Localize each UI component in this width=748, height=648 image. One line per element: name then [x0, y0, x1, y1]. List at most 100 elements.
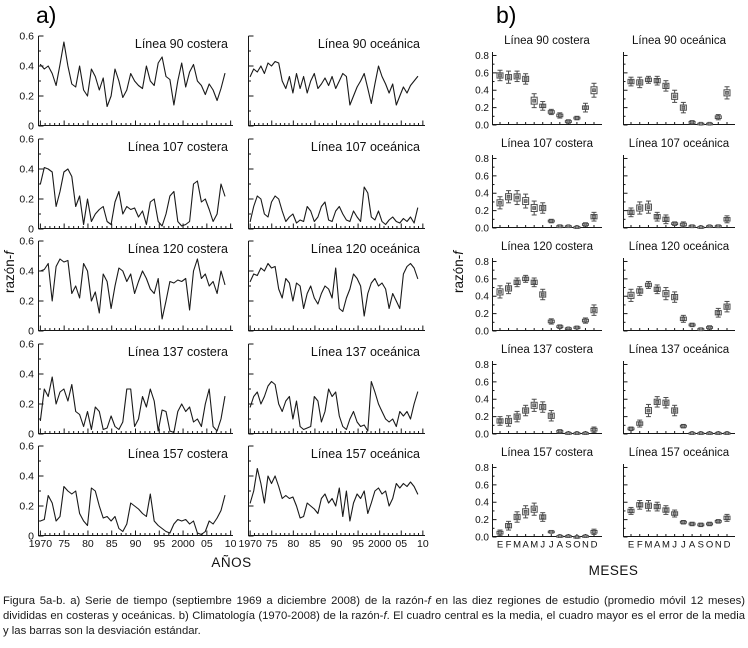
- svg-text:0.6: 0.6: [19, 134, 34, 146]
- svg-text:0.2: 0.2: [19, 501, 34, 513]
- plot-canvas: 0 0.2 0.4 0.6 1970 75 80 85 90 95 2000 05 10: [19, 441, 236, 551]
- svg-text:0.2: 0.2: [19, 91, 34, 103]
- svg-text:J: J: [549, 540, 554, 551]
- svg-text:O: O: [706, 540, 713, 551]
- svg-text:0.6: 0.6: [475, 171, 489, 182]
- svg-text:0: 0: [28, 326, 34, 338]
- svg-text:05: 05: [395, 538, 407, 550]
- plot-title: Línea 107 costera: [500, 138, 594, 150]
- svg-text:0.2: 0.2: [475, 206, 489, 217]
- svg-text:N: N: [715, 540, 722, 551]
- svg-text:0.2: 0.2: [19, 296, 34, 308]
- plot-canvas: [248, 240, 425, 332]
- svg-text:F: F: [506, 540, 512, 551]
- ts-plot-linea-157-costera: Línea 157 costera 0 0.2 0.4 0.6 1970 75 80 85 90 9…: [19, 441, 236, 551]
- svg-text:1970: 1970: [238, 538, 262, 550]
- svg-text:0.4: 0.4: [19, 266, 34, 278]
- panel-b-label: b): [496, 2, 517, 28]
- svg-text:O: O: [573, 540, 580, 551]
- plot-title: Línea 107 oceánica: [628, 138, 730, 150]
- x-axis-label-panel-b: MESES: [588, 563, 639, 578]
- plot-canvas: [623, 52, 735, 126]
- svg-text:0.8: 0.8: [475, 51, 489, 62]
- svg-text:95: 95: [153, 538, 165, 550]
- plot-canvas: [623, 155, 735, 229]
- plot-title: Línea 137 costera: [127, 345, 228, 359]
- svg-text:0.6: 0.6: [475, 377, 489, 388]
- svg-text:05: 05: [201, 538, 213, 550]
- clim-plot-linea-107-oceanica: Línea 107 oceánica: [623, 138, 735, 229]
- plot-canvas: [623, 361, 735, 435]
- svg-text:2000: 2000: [171, 538, 195, 550]
- plot-title: Línea 137 oceánica: [628, 344, 730, 356]
- svg-text:0.4: 0.4: [19, 471, 34, 483]
- plot-canvas: [248, 343, 425, 435]
- plot-title: Línea 157 costera: [127, 447, 228, 461]
- svg-text:80: 80: [287, 538, 299, 550]
- svg-text:0.4: 0.4: [19, 164, 34, 176]
- svg-text:A: A: [689, 540, 696, 551]
- svg-text:0.2: 0.2: [475, 515, 489, 526]
- svg-text:M: M: [530, 540, 538, 551]
- plot-title: Línea 120 costera: [127, 242, 228, 256]
- svg-text:J: J: [681, 540, 686, 551]
- plot-canvas: [248, 35, 425, 127]
- plot-canvas: 0.0 0.2 0.4 0.6 0.8: [475, 51, 602, 132]
- clim-plot-linea-137-costera: Línea 137 costera 0.0 0.2 0.4 0.6 0.8: [475, 344, 602, 441]
- ts-plot-linea-137-oceanica: Línea 137 oceánica: [248, 343, 425, 435]
- plot-title: Línea 157 oceánica: [310, 447, 420, 461]
- svg-text:0.4: 0.4: [475, 189, 489, 200]
- clim-plot-linea-120-costera: Línea 120 costera 0.0 0.2 0.4 0.6 0.8: [475, 241, 602, 338]
- svg-text:75: 75: [266, 538, 278, 550]
- ts-plot-linea-137-costera: Línea 137 costera 0 0.2 0.4 0.6: [19, 339, 233, 441]
- svg-text:90: 90: [130, 538, 142, 550]
- plot-title: Línea 120 costera: [500, 241, 594, 253]
- plot-title: Línea 137 oceánica: [310, 345, 420, 359]
- plot-canvas: 0.00.20.40.60.8E F M A M J J A S O N D: [475, 463, 602, 551]
- plot-canvas: 1970 75 80 85 90 95 2000 05 10: [238, 445, 429, 550]
- svg-text:F: F: [637, 540, 643, 551]
- y-axis-label-panel-b: razón-f: [451, 250, 466, 294]
- svg-text:0.4: 0.4: [475, 395, 489, 406]
- ts-plot-linea-107-costera: Línea 107 costera 0 0.2 0.4 0.6: [19, 134, 233, 236]
- plot-title: Línea 107 oceánica: [310, 140, 420, 154]
- svg-text:0.6: 0.6: [19, 236, 34, 248]
- svg-text:M: M: [662, 540, 670, 551]
- plot-canvas: 0.0 0.2 0.4 0.6 0.8: [475, 360, 602, 441]
- clim-plot-linea-137-oceanica: Línea 137 oceánica: [623, 344, 735, 435]
- svg-text:0.6: 0.6: [19, 31, 34, 43]
- svg-text:S: S: [565, 540, 571, 551]
- svg-text:0: 0: [28, 429, 34, 441]
- svg-text:J: J: [672, 540, 677, 551]
- svg-text:S: S: [698, 540, 704, 551]
- svg-text:0.2: 0.2: [19, 399, 34, 411]
- svg-text:85: 85: [106, 538, 118, 550]
- clim-plot-linea-157-oceanica: Línea 157 oceánica E F M A M J J A S O N D: [623, 447, 735, 551]
- svg-text:0.4: 0.4: [19, 369, 34, 381]
- ts-plot-linea-90-costera: Línea 90 costera 0 0.2 0.4 0.6: [19, 31, 233, 133]
- svg-text:85: 85: [309, 538, 321, 550]
- svg-text:0.8: 0.8: [475, 257, 489, 268]
- svg-text:0.2: 0.2: [475, 309, 489, 320]
- panel-a-label: a): [36, 2, 57, 28]
- plot-canvas: 0.0 0.2 0.4 0.6 0.8: [475, 154, 602, 235]
- plot-title: Línea 137 costera: [500, 344, 594, 356]
- svg-text:0: 0: [28, 531, 34, 543]
- plot-title: Línea 90 costera: [134, 37, 228, 51]
- ts-plot-linea-120-costera: Línea 120 costera 0 0.2 0.4 0.6: [19, 236, 233, 338]
- plot-title: Línea 90 oceánica: [317, 37, 420, 51]
- svg-text:J: J: [540, 540, 545, 551]
- ts-plot-linea-157-oceanica: Línea 157 oceánica 1970 75 80 85 90 95 2000 05 10: [238, 445, 429, 550]
- svg-text:0.0: 0.0: [475, 533, 489, 544]
- svg-text:0.2: 0.2: [19, 194, 34, 206]
- svg-text:0.2: 0.2: [475, 103, 489, 114]
- svg-text:0.6: 0.6: [475, 68, 489, 79]
- clim-plot-linea-120-oceanica: Línea 120 oceánica: [623, 241, 735, 332]
- svg-text:A: A: [654, 540, 661, 551]
- svg-text:1970: 1970: [29, 538, 53, 550]
- svg-text:90: 90: [331, 538, 343, 550]
- svg-text:0.0: 0.0: [475, 430, 489, 441]
- svg-text:0.8: 0.8: [475, 463, 489, 474]
- plot-canvas: 0.0 0.2 0.4 0.6 0.8: [475, 257, 602, 338]
- svg-text:0: 0: [28, 224, 34, 236]
